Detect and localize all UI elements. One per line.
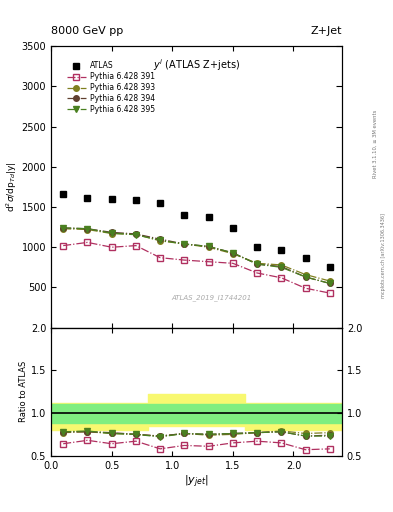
Pythia 6.428 394 (303, 274, 308, 280)
ATLAS (206, 214, 211, 220)
Line: ATLAS: ATLAS (60, 190, 333, 271)
Pythia 6.428 393 (206, 244, 211, 250)
Pythia 6.428 394 (231, 250, 235, 256)
Pythia 6.428 391 (255, 270, 259, 276)
ATLAS (327, 264, 332, 270)
Text: Rivet 3.1.10, ≥ 3M events: Rivet 3.1.10, ≥ 3M events (373, 109, 378, 178)
Pythia 6.428 393 (182, 241, 187, 247)
Pythia 6.428 391 (134, 243, 138, 249)
ATLAS (303, 254, 308, 261)
Pythia 6.428 395 (231, 250, 235, 256)
Pythia 6.428 395 (61, 225, 66, 231)
Pythia 6.428 393 (279, 262, 284, 268)
Pythia 6.428 391 (206, 259, 211, 265)
Pythia 6.428 395 (158, 238, 163, 244)
Pythia 6.428 395 (134, 231, 138, 238)
Line: Pythia 6.428 394: Pythia 6.428 394 (61, 225, 332, 286)
ATLAS (158, 200, 163, 206)
Pythia 6.428 394 (279, 264, 284, 270)
ATLAS (231, 225, 235, 231)
Pythia 6.428 391 (182, 257, 187, 263)
ATLAS (85, 195, 90, 201)
Pythia 6.428 391 (303, 285, 308, 291)
ATLAS (279, 247, 284, 253)
ATLAS (182, 212, 187, 218)
Pythia 6.428 395 (109, 230, 114, 236)
Pythia 6.428 393 (158, 238, 163, 244)
Y-axis label: Ratio to ATLAS: Ratio to ATLAS (19, 361, 28, 422)
Pythia 6.428 393 (255, 260, 259, 266)
Text: $y^i$ (ATLAS Z+jets): $y^i$ (ATLAS Z+jets) (153, 57, 240, 73)
Pythia 6.428 394 (158, 236, 163, 242)
Pythia 6.428 391 (61, 243, 66, 249)
Pythia 6.428 394 (206, 243, 211, 249)
Pythia 6.428 391 (231, 260, 235, 266)
Text: ATLAS_2019_I1744201: ATLAS_2019_I1744201 (171, 294, 251, 301)
X-axis label: $|y_{jet}|$: $|y_{jet}|$ (184, 473, 209, 489)
Line: Pythia 6.428 391: Pythia 6.428 391 (61, 240, 332, 296)
Pythia 6.428 393 (85, 226, 90, 232)
ATLAS (255, 244, 259, 250)
Pythia 6.428 394 (61, 225, 66, 231)
Pythia 6.428 394 (134, 231, 138, 237)
Text: 8000 GeV pp: 8000 GeV pp (51, 26, 123, 36)
Pythia 6.428 395 (85, 226, 90, 232)
ATLAS (109, 196, 114, 202)
ATLAS (134, 197, 138, 203)
Pythia 6.428 395 (182, 241, 187, 247)
Legend: ATLAS, Pythia 6.428 391, Pythia 6.428 393, Pythia 6.428 394, Pythia 6.428 395: ATLAS, Pythia 6.428 391, Pythia 6.428 39… (64, 58, 158, 117)
Pythia 6.428 395 (206, 243, 211, 249)
Pythia 6.428 391 (158, 254, 163, 261)
Pythia 6.428 395 (255, 261, 259, 267)
Pythia 6.428 394 (85, 226, 90, 232)
Pythia 6.428 393 (327, 278, 332, 284)
Pythia 6.428 395 (279, 264, 284, 270)
Pythia 6.428 395 (327, 281, 332, 287)
Line: Pythia 6.428 393: Pythia 6.428 393 (61, 226, 332, 284)
Pythia 6.428 391 (109, 244, 114, 250)
Pythia 6.428 394 (109, 229, 114, 236)
Pythia 6.428 393 (109, 230, 114, 237)
Pythia 6.428 391 (85, 239, 90, 245)
Pythia 6.428 393 (303, 271, 308, 278)
Pythia 6.428 391 (279, 275, 284, 281)
Pythia 6.428 394 (327, 281, 332, 287)
ATLAS (61, 191, 66, 197)
Pythia 6.428 394 (255, 261, 259, 267)
Line: Pythia 6.428 395: Pythia 6.428 395 (61, 225, 332, 286)
Pythia 6.428 394 (182, 241, 187, 247)
Pythia 6.428 393 (61, 226, 66, 232)
Pythia 6.428 393 (134, 231, 138, 238)
Pythia 6.428 395 (303, 274, 308, 280)
Text: Z+Jet: Z+Jet (310, 26, 342, 36)
Pythia 6.428 393 (231, 250, 235, 257)
Y-axis label: d$^2\sigma$/dp$_{Td}$|y|: d$^2\sigma$/dp$_{Td}$|y| (4, 162, 19, 212)
Pythia 6.428 391 (327, 290, 332, 296)
Text: mcplots.cern.ch [arXiv:1306.3436]: mcplots.cern.ch [arXiv:1306.3436] (381, 214, 386, 298)
